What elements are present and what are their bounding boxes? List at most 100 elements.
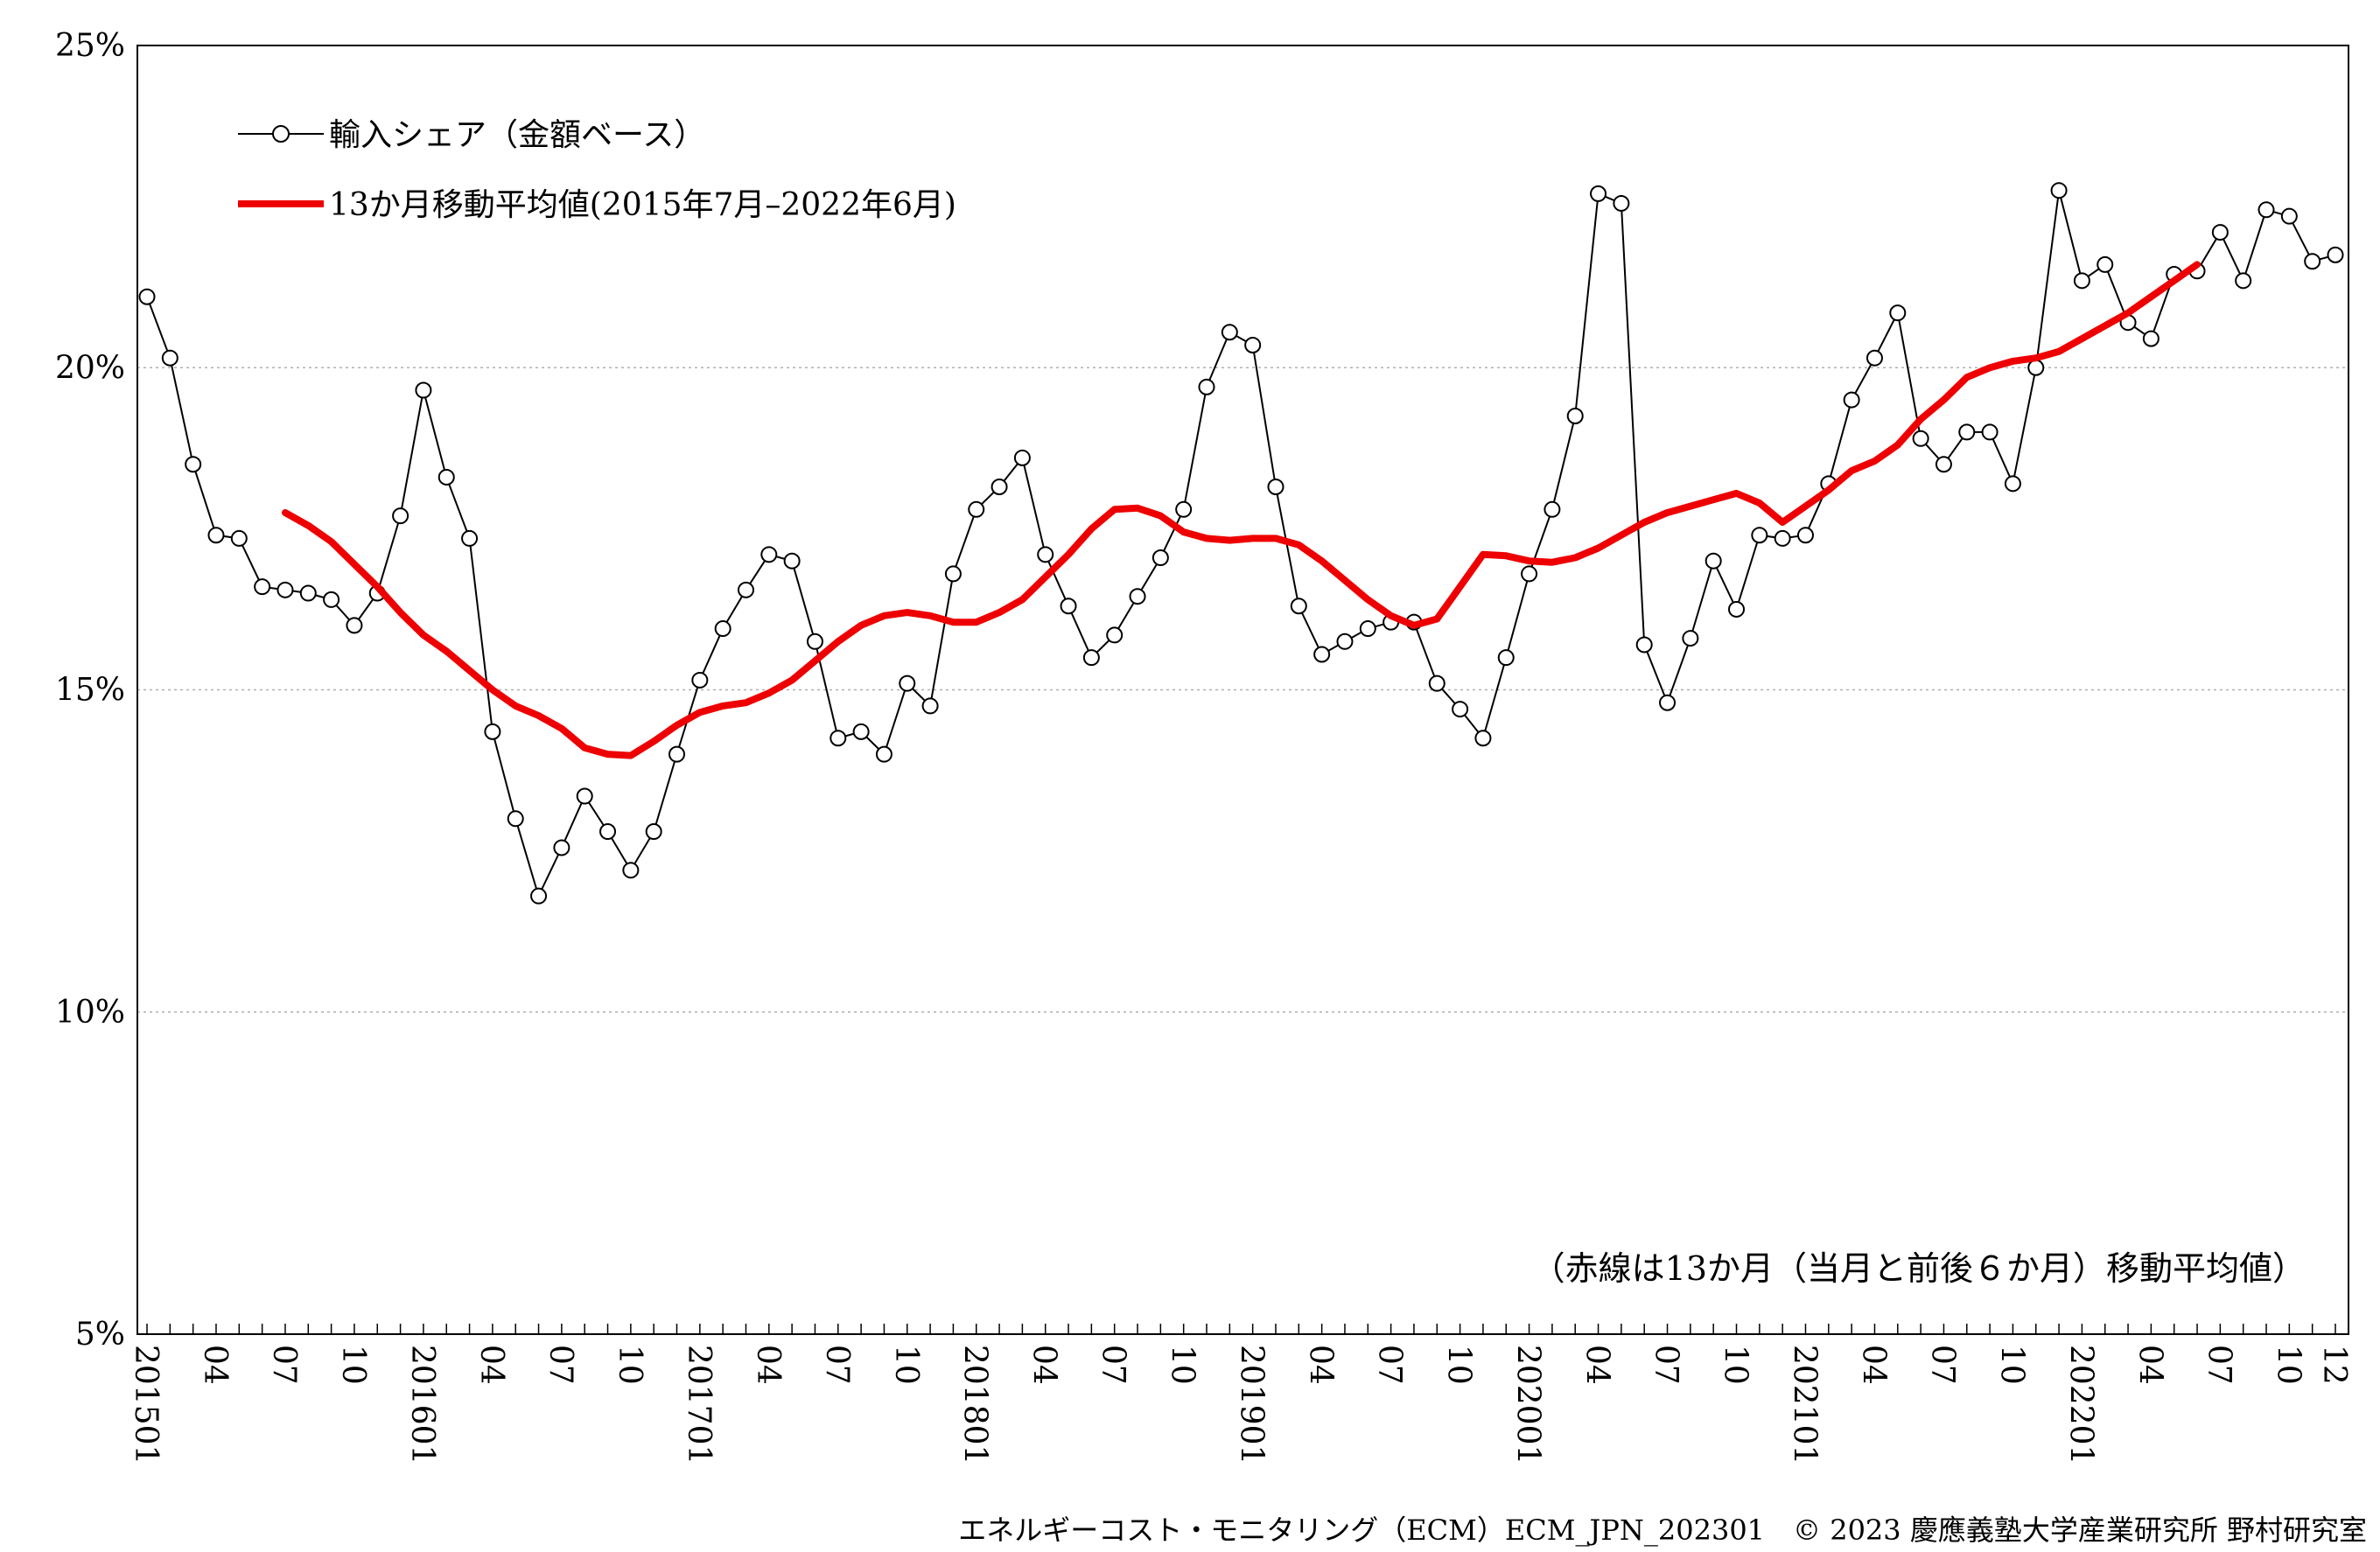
data-point-import-share-59	[1497, 649, 1515, 667]
data-point-import-share-91	[2235, 272, 2252, 290]
x-tick-label-24: 201701	[681, 1345, 717, 1465]
data-point-import-share-69	[1728, 600, 1746, 618]
data-point-import-share-51	[1313, 646, 1331, 663]
y-tick-label-25: 25%	[55, 28, 125, 64]
x-tick-label-36: 201801	[957, 1345, 993, 1465]
data-point-import-share-1	[161, 349, 178, 367]
data-point-import-share-15	[484, 723, 501, 740]
data-point-import-share-42	[1106, 626, 1124, 644]
series-line-moving-average	[282, 261, 2201, 759]
x-tick-label-81: 10	[1993, 1345, 2029, 1385]
data-point-import-share-31	[852, 723, 870, 740]
data-point-import-share-6	[276, 581, 294, 598]
data-point-import-share-0	[138, 288, 156, 305]
data-point-import-share-82	[2027, 359, 2045, 376]
data-point-import-share-37	[990, 479, 1008, 496]
data-point-import-share-30	[830, 730, 847, 747]
data-point-import-share-45	[1175, 500, 1193, 518]
data-point-import-share-94	[2304, 253, 2321, 270]
data-point-import-share-75	[1866, 349, 1883, 367]
x-tick-label-72: 202101	[1786, 1345, 1822, 1465]
series-lines	[138, 182, 2344, 905]
x-tick-label-21: 10	[612, 1345, 648, 1385]
x-tick-label-6: 07	[266, 1345, 302, 1385]
data-point-import-share-52	[1336, 633, 1354, 650]
data-point-import-share-2	[185, 456, 202, 473]
data-point-import-share-70	[1751, 527, 1768, 544]
data-point-import-share-78	[1935, 456, 1952, 473]
x-tick-label-75: 04	[1855, 1345, 1891, 1385]
x-tick-label-0: 201501	[128, 1345, 164, 1465]
x-tick-label-45: 10	[1165, 1345, 1200, 1385]
x-tick-label-84: 202201	[2062, 1345, 2098, 1465]
x-tick-label-87: 04	[2132, 1345, 2167, 1385]
data-point-import-share-29	[806, 633, 823, 650]
x-tick-label-54: 07	[1372, 1345, 1408, 1385]
x-tick-label-69: 10	[1718, 1345, 1754, 1385]
data-point-import-share-92	[2258, 201, 2275, 219]
x-tick-label-9: 10	[335, 1345, 371, 1385]
x-tick-label-30: 07	[819, 1345, 855, 1385]
data-point-import-share-61	[1544, 500, 1561, 518]
x-axis-tick-labels: 201501 04 07 10 201601 04 07 10 201701 04 07 10 2018…	[128, 1345, 2352, 1465]
data-point-import-share-80	[1981, 423, 1998, 441]
x-tick-label-93: 10	[2270, 1345, 2306, 1385]
data-point-import-share-87	[2142, 330, 2160, 347]
y-tick-label-5: 5%	[75, 1317, 125, 1353]
data-point-import-share-93	[2280, 207, 2298, 225]
data-point-import-share-27	[760, 546, 778, 563]
chart-annotation: （赤線は13か月（当月と前後６か月）移動平均値）	[1532, 1249, 2306, 1288]
x-tick-label-95: 12	[2316, 1345, 2352, 1385]
data-point-import-share-56	[1428, 675, 1446, 692]
data-point-import-share-25	[714, 620, 732, 638]
data-point-import-share-23	[668, 745, 686, 763]
x-tick-label-66: 07	[1648, 1345, 1684, 1385]
y-tick-label-15: 15%	[55, 673, 125, 709]
legend-label-import-share: 輸入シェア（金額ベース）	[329, 117, 705, 153]
x-tick-label-3: 04	[197, 1345, 233, 1385]
data-point-import-share-67	[1682, 630, 1699, 647]
data-point-import-share-21	[622, 862, 640, 879]
data-point-import-share-47	[1221, 324, 1238, 341]
x-tick-label-15: 04	[473, 1345, 509, 1385]
data-point-import-share-66	[1659, 694, 1676, 711]
data-point-import-share-72	[1796, 527, 1814, 544]
x-tick-label-27: 04	[750, 1345, 786, 1385]
data-point-import-share-57	[1452, 701, 1469, 718]
data-point-import-share-32	[875, 745, 892, 763]
data-point-import-share-12	[415, 381, 432, 399]
data-point-import-share-19	[576, 787, 593, 805]
data-point-import-share-46	[1198, 378, 1215, 395]
data-point-import-share-60	[1521, 565, 1538, 583]
x-tick-label-48: 201901	[1234, 1345, 1270, 1465]
data-point-import-share-3	[207, 527, 225, 544]
data-point-import-share-33	[899, 675, 916, 692]
data-point-import-share-63	[1590, 185, 1607, 202]
y-tick-label-20: 20%	[55, 350, 125, 386]
data-point-import-share-17	[530, 887, 548, 905]
data-point-import-share-84	[2073, 272, 2090, 290]
data-point-import-share-11	[392, 507, 410, 525]
data-point-import-share-43	[1129, 588, 1146, 605]
data-point-import-share-76	[1889, 304, 1907, 322]
data-point-import-share-62	[1566, 407, 1584, 424]
legend-label-moving-average: 13か月移動平均値(2015年7月–2022年6月)	[329, 187, 956, 223]
data-point-import-share-95	[2327, 246, 2344, 263]
data-point-import-share-79	[1958, 423, 1976, 441]
data-point-import-share-4	[230, 529, 248, 547]
data-point-import-share-38	[1013, 449, 1031, 466]
x-tick-label-78: 07	[1924, 1345, 1960, 1385]
data-point-import-share-28	[783, 552, 801, 570]
legend-marker-import-share	[272, 125, 290, 143]
x-tick-label-42: 07	[1096, 1345, 1131, 1385]
data-point-import-share-26	[737, 581, 754, 598]
footer-credit: エネルギーコスト・モニタリング（ECM）ECM_JPN_202301 © 202…	[958, 1514, 2367, 1547]
data-point-import-share-85	[2096, 255, 2114, 273]
data-point-import-share-90	[2211, 224, 2229, 241]
data-point-import-share-16	[507, 810, 524, 828]
data-point-import-share-77	[1912, 430, 1929, 447]
data-point-import-share-49	[1267, 479, 1284, 496]
data-point-import-share-22	[645, 823, 662, 841]
data-point-import-share-64	[1613, 194, 1630, 212]
